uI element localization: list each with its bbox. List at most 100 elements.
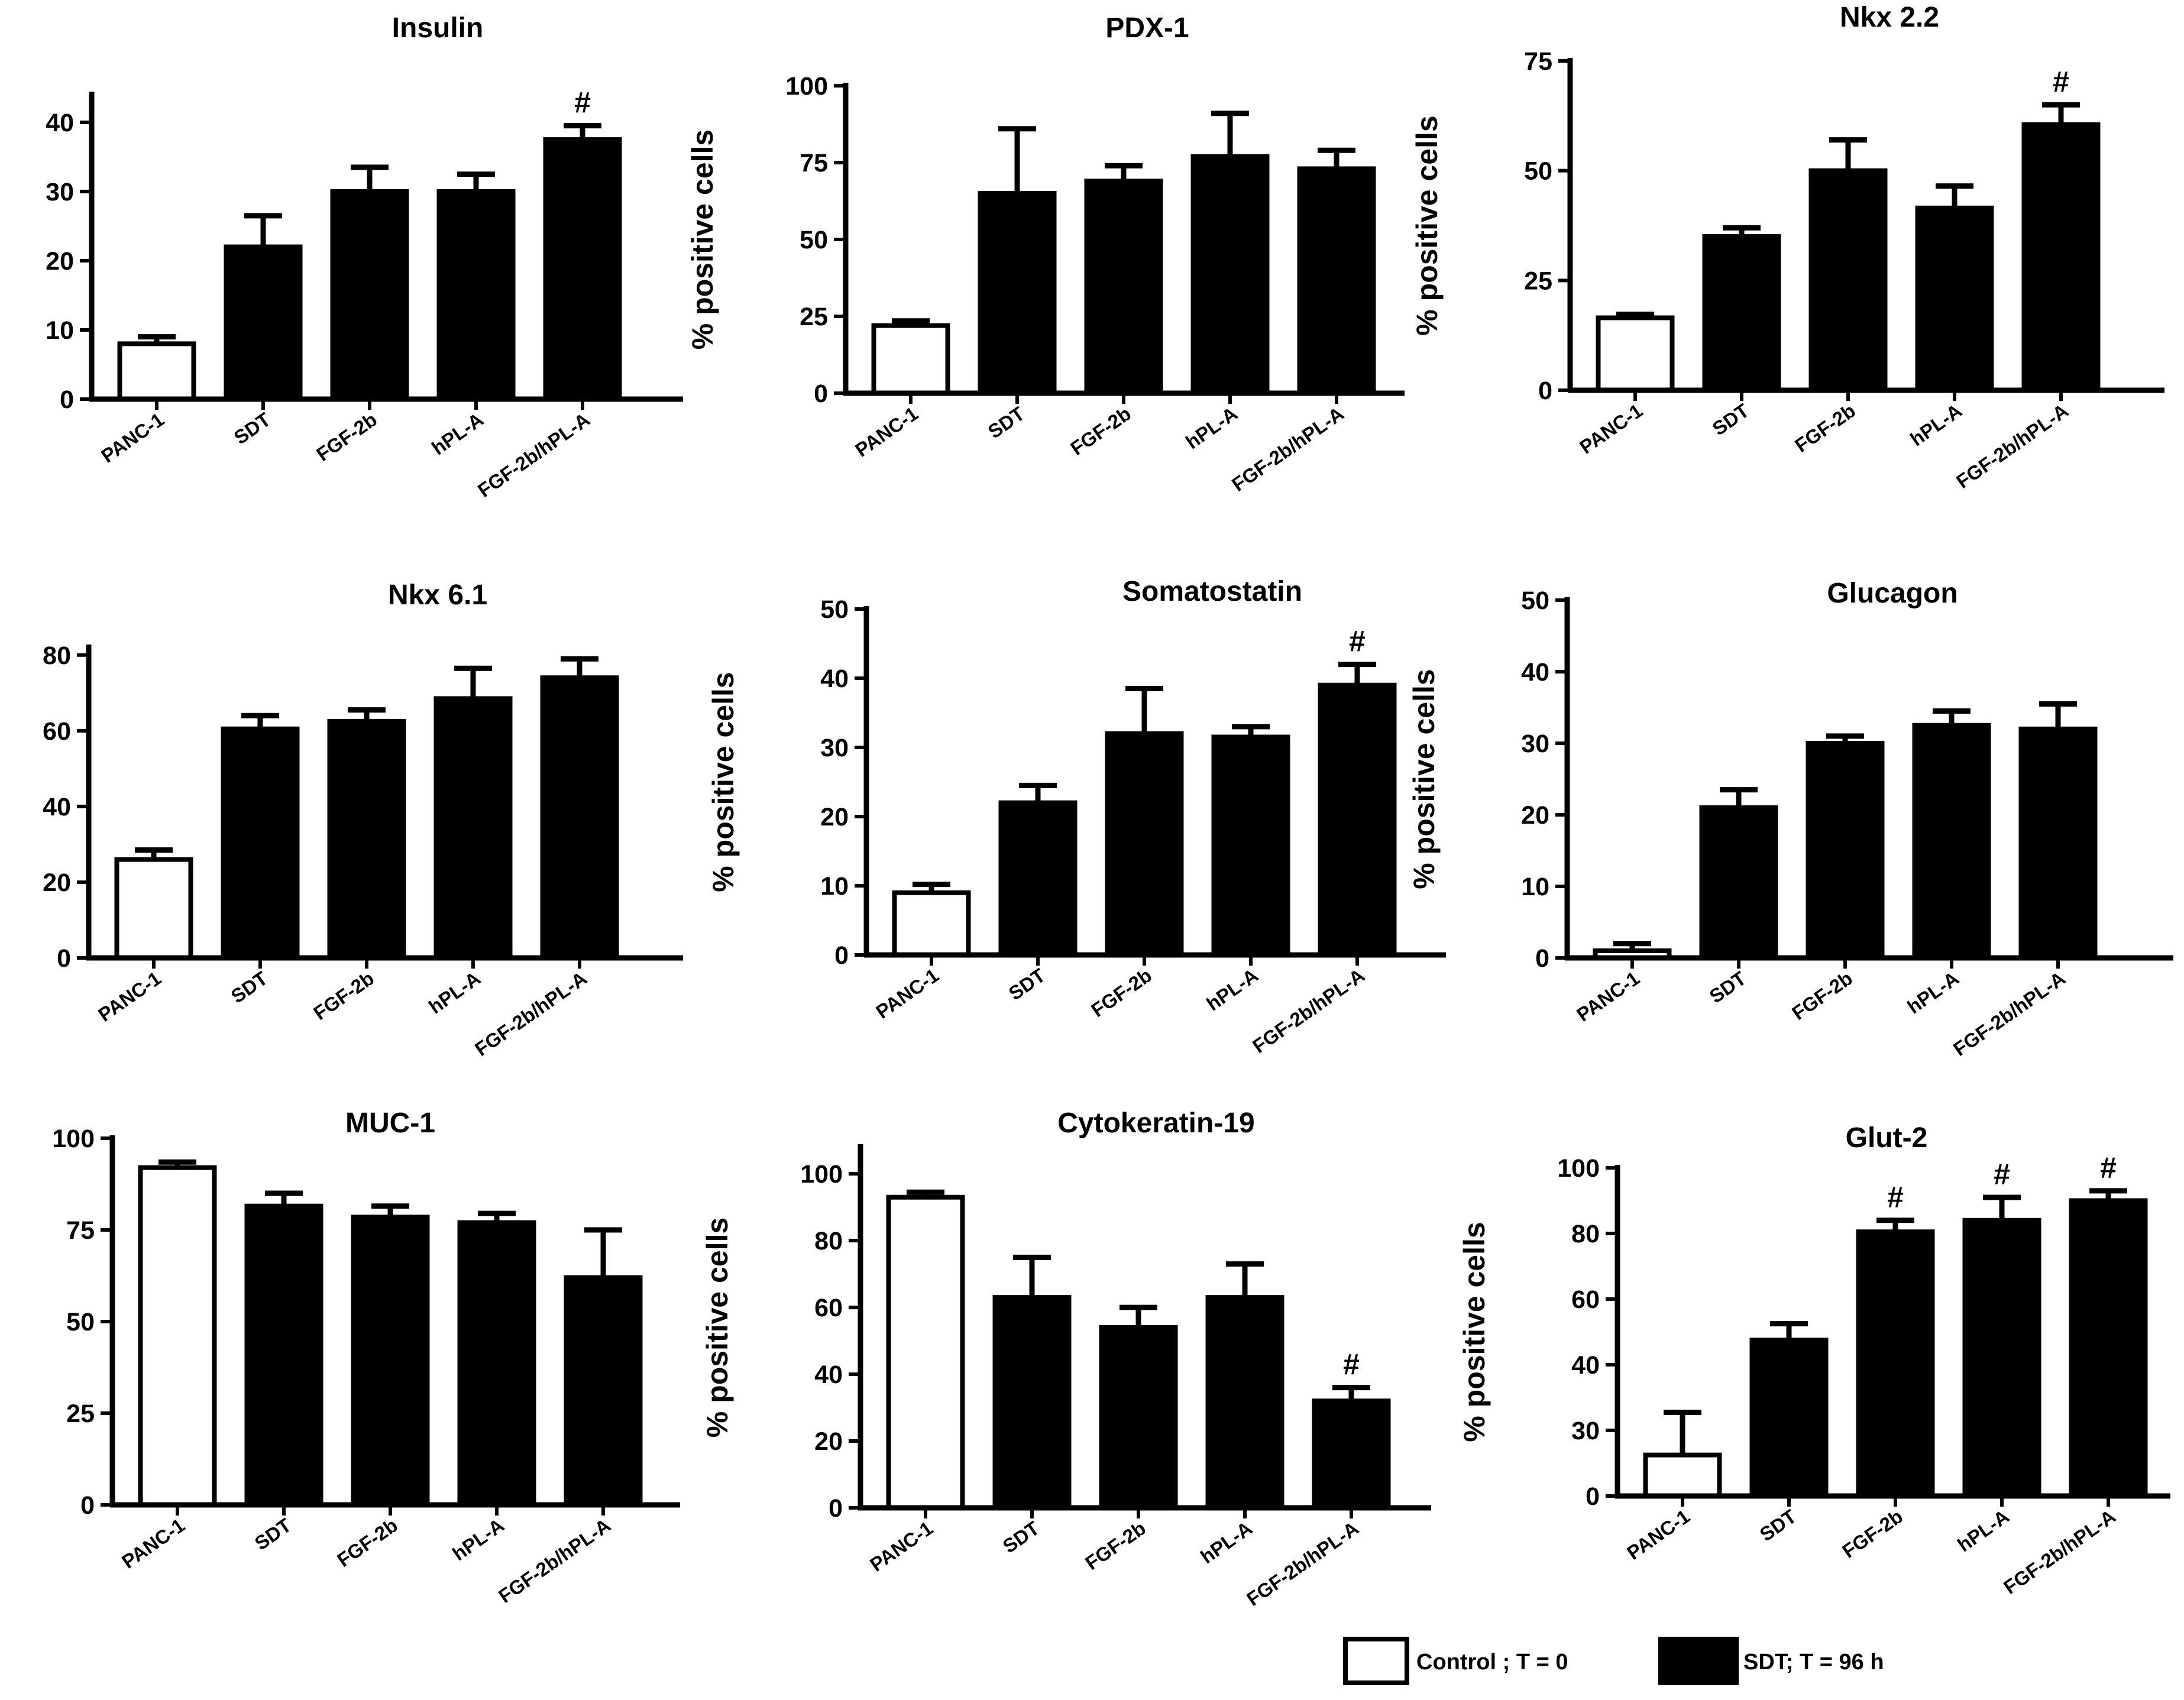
- significance-mark-glut-2-2: #: [1887, 1181, 1904, 1214]
- bar-nkx-6-1-0: [114, 857, 193, 961]
- y-tick-label-glut-2-5: 100: [1557, 1154, 1600, 1183]
- bar-insulin-0: [117, 341, 196, 402]
- y-tick-label-somatostatin-4: 40: [820, 665, 849, 693]
- category-label-insulin-1: SDT: [230, 408, 274, 448]
- chart-glut-2: Glut-2 % positive cells PANC-1 SDT # FGF-2b # h…: [1458, 1122, 2170, 1598]
- significance-mark-insulin-4: #: [574, 86, 591, 119]
- category-label-muc-1-2: FGF-2b: [333, 1514, 402, 1571]
- bar-muc-1-1: [244, 1203, 323, 1507]
- y-tick-label-glucagon-0: 0: [1535, 944, 1549, 973]
- chart-title-nkx-2-2: Nkx 2.2: [1840, 2, 1939, 33]
- legend-swatch-control: [1343, 1637, 1409, 1685]
- chart-insulin: Insulin% positive cellsPANC-1SDTFGF-2bhP…: [46, 12, 683, 501]
- y-tick-label-pdx-1-0: 0: [814, 380, 828, 408]
- bar-muc-1-3: [457, 1220, 536, 1508]
- category-label-somatostatin-3: hPL-A: [1202, 964, 1262, 1015]
- category-label-insulin-4: FGF-2b/hPL-A: [474, 408, 594, 501]
- y-axis-label-glucagon: % positive cells: [1408, 669, 1441, 889]
- bar-glucagon-1: [1699, 805, 1778, 961]
- bar-glut-2-0: [1643, 1452, 1722, 1498]
- y-tick-label-somatostatin-5: 50: [820, 595, 849, 624]
- category-label-nkx-2-2-3: hPL-A: [1906, 399, 1966, 450]
- bar-pdx-1-0: [871, 323, 950, 396]
- bar-pdx-1-4: [1297, 166, 1376, 396]
- bar-somatostatin-3: [1211, 734, 1290, 957]
- y-tick-label-somatostatin-2: 20: [820, 803, 849, 831]
- y-tick-label-insulin-0: 0: [60, 386, 74, 414]
- chart-title-glut-2: Glut-2: [1846, 1122, 1928, 1154]
- y-tick-label-glut-2-0: 0: [1586, 1482, 1600, 1511]
- y-tick-label-nkx-6-1-3: 60: [43, 717, 71, 746]
- y-tick-label-muc-1-3: 75: [66, 1216, 95, 1245]
- chart-nkx-6-1: Nkx 6.1% positive cellsPANC-1SDTFGF-2bhP…: [43, 579, 683, 1060]
- significance-mark-glut-2-4: #: [2100, 1151, 2117, 1184]
- bar-somatostatin-2: [1105, 731, 1184, 957]
- chart-glucagon: Glucagon % positive cells PANC-1 SDT FGF-2b h…: [1408, 578, 2173, 1060]
- bar-somatostatin-0: [892, 890, 971, 957]
- legend-label-sdt: SDT; T = 96 h: [1743, 1650, 1884, 1675]
- bar-glucagon-2: [1806, 741, 1885, 960]
- category-label-muc-1-0: PANC-1: [118, 1514, 189, 1572]
- y-axis-label-pdx-1: % positive cells: [686, 129, 719, 349]
- significance-mark-somatostatin-4: #: [1349, 625, 1366, 658]
- bar-glut-2-2: [1856, 1229, 1935, 1499]
- category-label-insulin-0: PANC-1: [97, 408, 168, 467]
- y-tick-label-nkx-2-2-3: 75: [1524, 47, 1552, 76]
- category-label-nkx-2-2-4: FGF-2b/hPL-A: [1952, 399, 2072, 493]
- y-tick-label-pdx-1-1: 25: [800, 303, 828, 331]
- category-label-nkx-2-2-2: FGF-2b: [1791, 399, 1859, 456]
- chart-title-somatostatin: Somatostatin: [1122, 576, 1302, 607]
- chart-title-insulin: Insulin: [392, 12, 484, 44]
- category-label-pdx-1-2: FGF-2b: [1066, 402, 1135, 459]
- category-label-nkx-6-1-3: hPL-A: [425, 967, 484, 1018]
- y-tick-label-somatostatin-0: 0: [834, 941, 849, 970]
- chart-nkx-2-2: Nkx 2.2 % positive cells PANC-1 SDT FGF-2b hP…: [1410, 2, 2164, 493]
- category-label-nkx-6-1-2: FGF-2b: [309, 967, 378, 1024]
- bar-muc-1-0: [138, 1165, 217, 1507]
- category-label-pdx-1-4: FGF-2b/hPL-A: [1228, 402, 1348, 496]
- category-label-glut-2-4: FGF-2b/hPL-A: [1999, 1505, 2120, 1598]
- category-label-pdx-1-3: hPL-A: [1182, 402, 1241, 453]
- bar-nkx-6-1-2: [327, 718, 406, 960]
- y-tick-label-pdx-1-2: 50: [800, 226, 828, 254]
- category-label-insulin-2: FGF-2b: [312, 408, 381, 465]
- bar-nkx-2-2-4: [2021, 122, 2101, 393]
- category-label-pdx-1-0: PANC-1: [851, 402, 922, 461]
- bar-nkx-6-1-3: [433, 696, 513, 961]
- y-tick-label-cytokeratin-19-5: 100: [800, 1160, 843, 1189]
- category-label-somatostatin-1: SDT: [1005, 964, 1049, 1004]
- legend-label-control: Control ; T = 0: [1416, 1650, 1568, 1675]
- significance-mark-cytokeratin-19-4: #: [1343, 1348, 1360, 1381]
- y-tick-label-nkx-6-1-1: 20: [43, 869, 71, 897]
- y-tick-label-glut-2-2: 40: [1571, 1351, 1600, 1380]
- y-tick-label-glucagon-1: 10: [1521, 873, 1549, 901]
- y-axis-label-nkx-2-2: % positive cells: [1410, 115, 1444, 335]
- y-tick-label-cytokeratin-19-1: 20: [814, 1427, 843, 1456]
- y-tick-label-glucagon-3: 30: [1521, 730, 1549, 758]
- chart-somatostatin: Somatostatin % positive cells PANC-1 SDT FGF…: [707, 576, 1446, 1057]
- legend-swatch-sdt: [1658, 1637, 1739, 1685]
- y-axis-label-cytokeratin-19: % positive cells: [701, 1217, 734, 1437]
- chart-title-nkx-6-1: Nkx 6.1: [388, 579, 487, 611]
- category-label-cytokeratin-19-1: SDT: [999, 1517, 1043, 1557]
- y-tick-label-nkx-6-1-0: 0: [57, 944, 71, 973]
- category-label-glut-2-2: FGF-2b: [1838, 1505, 1907, 1562]
- category-label-glucagon-4: FGF-2b/hPL-A: [1949, 967, 2069, 1060]
- bar-cytokeratin-19-0: [886, 1194, 965, 1510]
- category-label-nkx-6-1-0: PANC-1: [94, 967, 165, 1025]
- y-tick-label-glucagon-4: 40: [1521, 658, 1549, 687]
- bar-glucagon-4: [2018, 726, 2098, 961]
- bar-glut-2-3: [1962, 1217, 2041, 1499]
- y-tick-label-insulin-2: 20: [46, 247, 74, 276]
- y-tick-label-cytokeratin-19-4: 80: [814, 1227, 843, 1255]
- chart-title-glucagon: Glucagon: [1827, 578, 1957, 609]
- category-label-nkx-2-2-0: PANC-1: [1575, 399, 1646, 458]
- y-tick-label-cytokeratin-19-2: 40: [814, 1361, 843, 1389]
- bar-nkx-2-2-1: [1702, 234, 1781, 393]
- y-tick-label-glut-2-1: 30: [1571, 1417, 1600, 1445]
- category-label-insulin-3: hPL-A: [428, 408, 487, 459]
- category-label-muc-1-3: hPL-A: [448, 1514, 508, 1565]
- category-label-muc-1-4: FGF-2b/hPL-A: [494, 1514, 614, 1607]
- y-axis-label-glut-2: % positive cells: [1458, 1222, 1491, 1442]
